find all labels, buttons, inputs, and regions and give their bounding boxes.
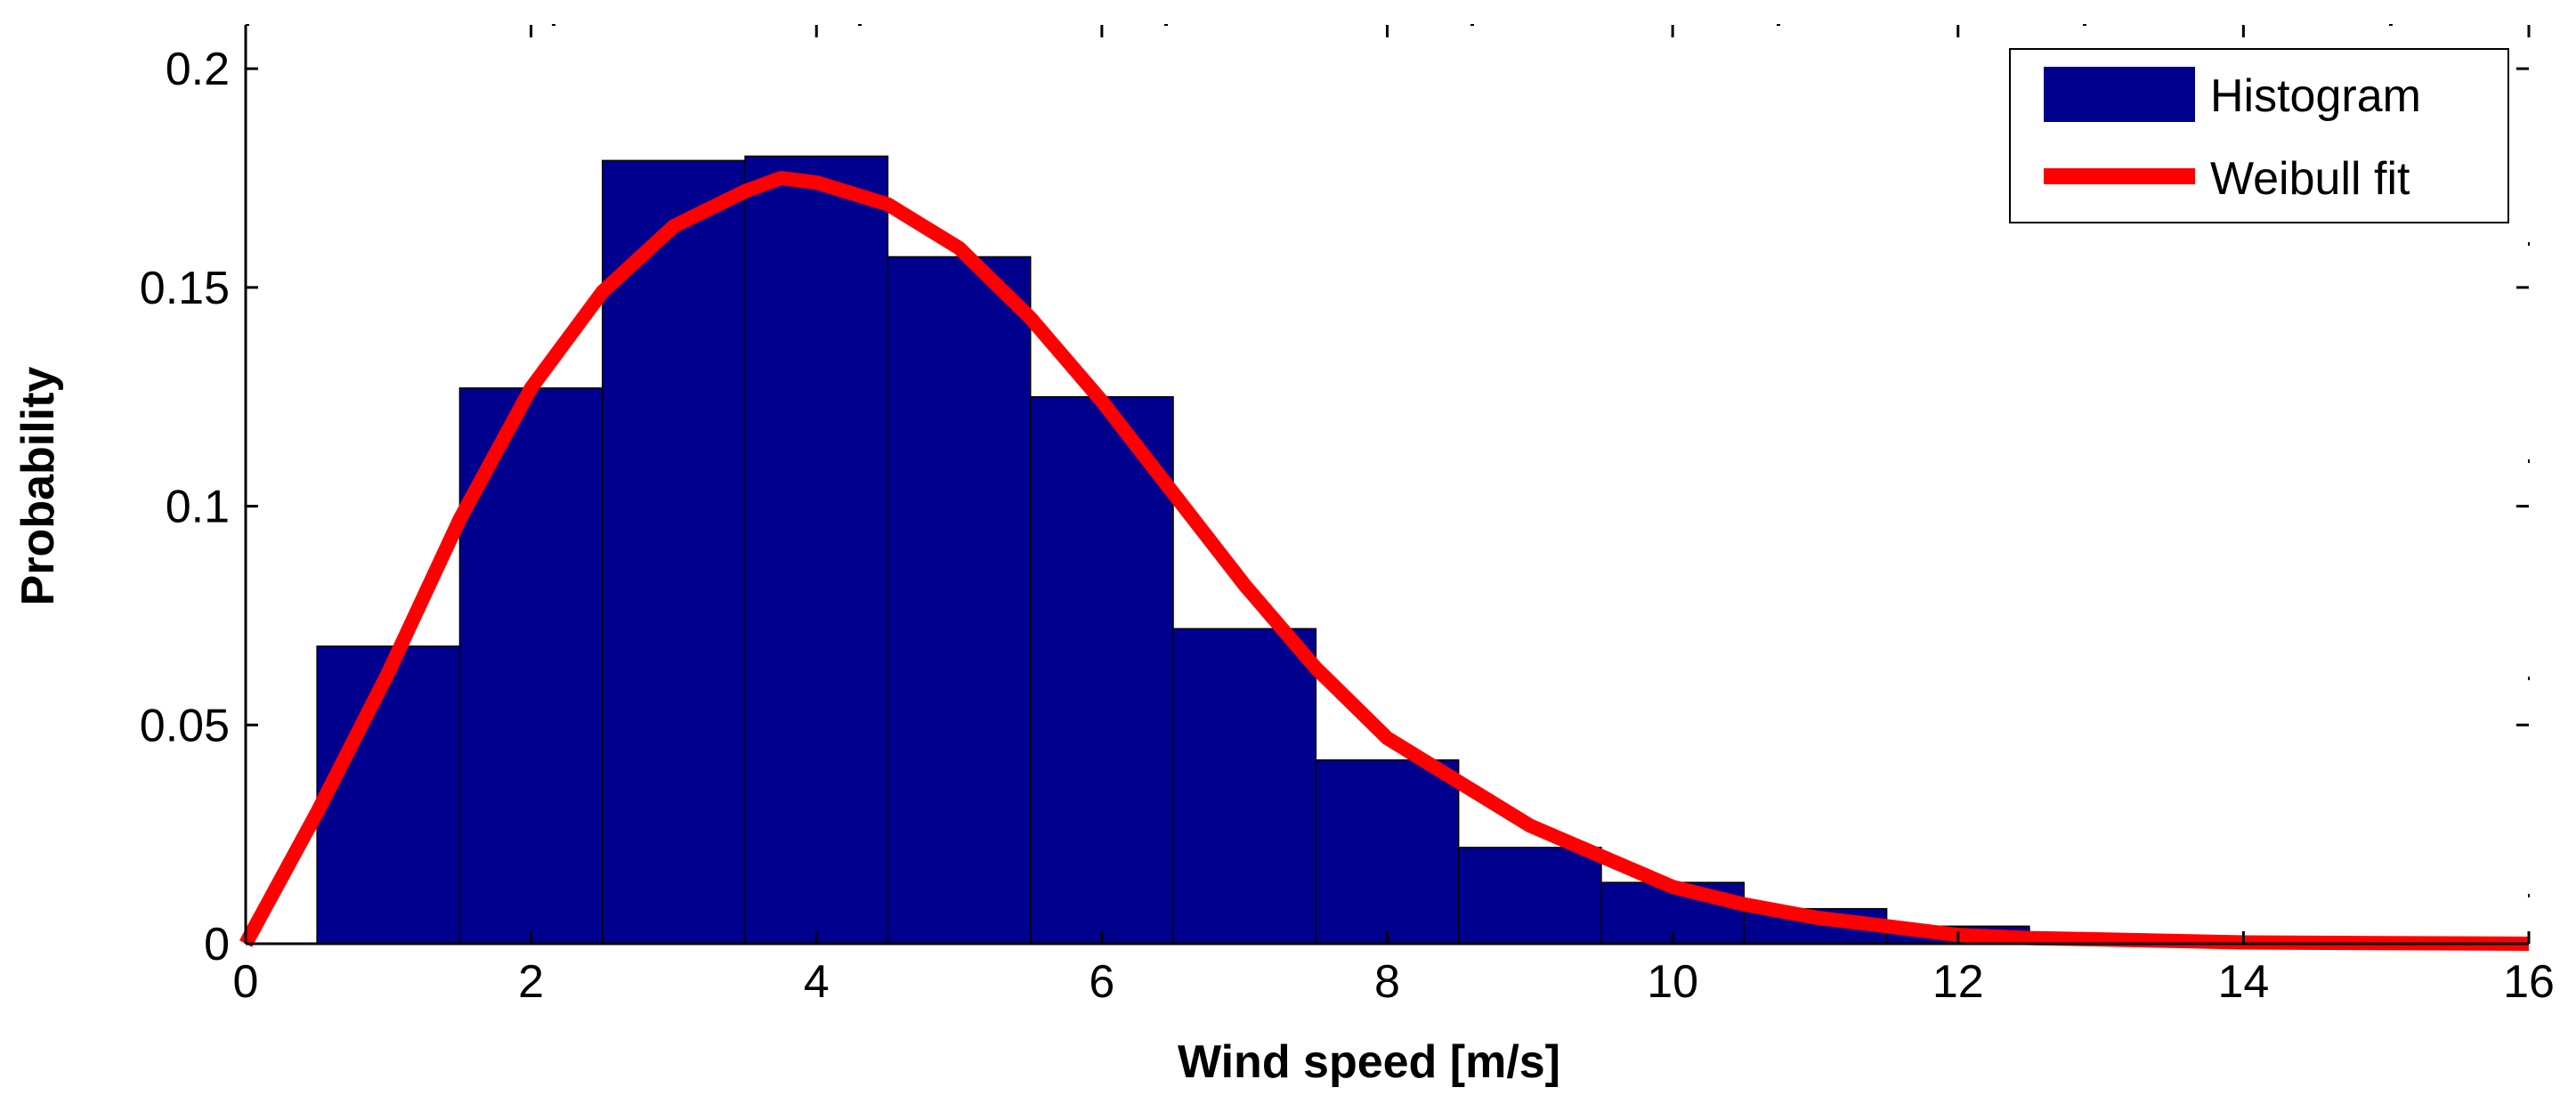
x-tick-label: 10 [1647,956,1698,1008]
x-tick-label: 0 [233,956,259,1008]
y-tick-label: 0.15 [140,263,230,314]
y-axis-label: Probability [12,367,64,606]
y-tick-label: 0.1 [166,482,230,533]
legend-histogram-swatch [2044,67,2195,122]
y-tick-label: 0.05 [140,700,230,751]
y-tick-label: 0.2 [166,44,230,95]
x-tick-label: 8 [1374,956,1400,1008]
weibull-fit-line [239,171,2530,951]
histogram-bar [1457,847,1602,945]
x-tick-labels: 0 2 4 6 8 10 12 14 16 [233,956,2555,1008]
x-tick-label: 14 [2217,956,2269,1008]
legend: Histogram Weibull fit [2009,48,2509,223]
histogram-bar [602,159,746,945]
x-tick-label: 12 [1932,956,1984,1008]
weibull-fit-line-layer [239,171,2530,951]
histogram-bar [887,256,1032,945]
y-tick-label: 0 [204,919,230,970]
histogram-bar [1315,759,1460,945]
x-tick-label: 4 [804,956,830,1008]
legend-weibull-label: Weibull fit [2210,153,2410,205]
x-tick-label: 16 [2503,956,2555,1008]
histogram-bar [744,155,889,945]
x-axis-label: Wind speed [m/s] [1178,1036,1560,1088]
histogram-bar [1029,395,1174,945]
legend-histogram-label: Histogram [2210,70,2421,122]
x-tick-label: 2 [518,956,544,1008]
y-tick-labels: 0 0.05 0.1 0.15 0.2 [140,44,230,970]
histogram-bars [316,155,2030,945]
histogram-bar [1172,628,1317,945]
histogram-bar [316,645,461,945]
tick-marks [244,25,2531,946]
x-tick-label: 6 [1089,956,1114,1008]
